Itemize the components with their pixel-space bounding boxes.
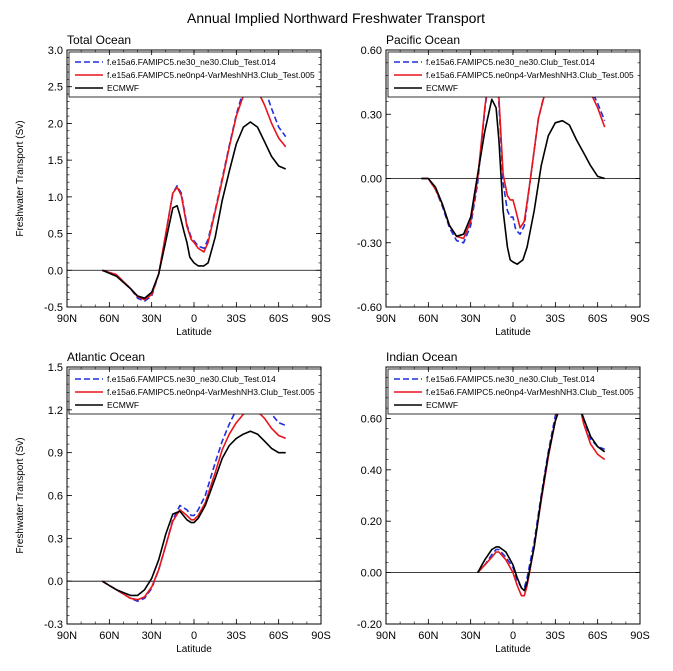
legend-label-2: f.e15a6.FAMIPC5.ne0np4-VarMeshNH3.Club_T… [107,70,315,80]
x-tick-label: 60S [588,313,608,325]
y-tick-label: 0.6 [48,491,63,503]
series-line-1 [102,74,287,302]
legend-label-2: f.e15a6.FAMIPC5.ne0np4-VarMeshNH3.Club_T… [426,70,634,80]
x-tick-label: 30S [227,313,247,325]
y-tick-label: 0.30 [361,109,382,121]
series-line-3 [477,391,606,592]
series-line-2 [101,408,287,601]
chart-panel-1: Total Ocean f.e15a6.FAMIPC5.ne30_ne30.Clu… [15,33,331,338]
x-tick-label: 0 [510,630,516,642]
x-tick-label: 60N [418,313,438,325]
y-tick-label: 0.0 [48,265,63,277]
y-tick-label: 0.60 [361,45,382,57]
x-tick-label: 0 [510,313,516,325]
panel-title: Atlantic Ocean [67,350,145,364]
series-line-2 [102,87,287,301]
x-tick-label: 60S [269,630,289,642]
y-tick-label: 1.5 [48,155,63,167]
y-tick-label: -0.3 [44,619,63,631]
legend-label-1: f.e15a6.FAMIPC5.ne30_ne30.Club_Test.014 [426,374,595,384]
chart-panel-3: Atlantic Ocean f.e15a6.FAMIPC5.ne30_ne30.… [15,350,331,655]
x-tick-label: 90N [376,313,396,325]
x-axis-label: Latitude [495,644,531,655]
figure-title: Annual Implied Northward Freshwater Tran… [187,10,485,26]
panel-title: Indian Ocean [386,350,457,364]
y-tick-label: 0.3 [48,533,63,545]
y-tick-label: 0.40 [361,465,382,477]
x-tick-label: 30N [142,313,162,325]
y-tick-label: -0.5 [44,302,63,314]
y-tick-label: 2.0 [48,118,63,130]
x-tick-label: 60N [99,313,119,325]
y-axis-label: Freshwater Transport (Sv) [15,437,26,553]
panel-title: Total Ocean [67,33,131,47]
x-tick-label: 90N [57,630,77,642]
x-tick-label: 0 [191,313,197,325]
legend-label-1: f.e15a6.FAMIPC5.ne30_ne30.Club_Test.014 [107,57,276,67]
x-axis-label: Latitude [176,327,212,338]
y-tick-label: 2.5 [48,82,63,94]
series-line-1 [101,394,286,603]
x-tick-label: 60S [269,313,289,325]
y-tick-label: 0.20 [361,516,382,528]
panel-title: Pacific Ocean [386,33,460,47]
series-line-3 [101,121,287,300]
legend-box [68,51,322,98]
y-tick-label: -0.60 [357,302,382,314]
x-tick-label: 90S [630,630,650,642]
y-tick-label: 0.00 [361,174,382,186]
y-tick-label: -0.20 [357,619,382,631]
legend-label-3: ECMWF [107,83,139,93]
legend-label-1: f.e15a6.FAMIPC5.ne30_ne30.Club_Test.014 [426,57,595,67]
chart-panel-4: Indian Ocean f.e15a6.FAMIPC5.ne30_ne30.Cl… [357,350,650,655]
series-line-3 [421,98,605,266]
x-tick-label: 90N [376,630,396,642]
y-tick-label: 0.0 [48,576,63,588]
legend-label-3: ECMWF [426,400,458,410]
legend-label-3: ECMWF [107,400,139,410]
x-tick-label: 90S [311,313,331,325]
legend-label-3: ECMWF [426,83,458,93]
y-tick-label: -0.30 [357,238,382,250]
x-tick-label: 60N [99,630,119,642]
x-tick-label: 90S [311,630,331,642]
y-tick-label: 1.0 [48,192,63,204]
series-line-3 [101,430,286,597]
series-group [101,394,287,603]
x-tick-label: 0 [191,630,197,642]
legend-label-2: f.e15a6.FAMIPC5.ne0np4-VarMeshNH3.Club_T… [426,387,634,397]
x-tick-label: 30N [461,630,481,642]
legend-box [387,368,641,415]
chart-panel-2: Pacific Ocean f.e15a6.FAMIPC5.ne30_ne30.C… [357,33,650,338]
x-tick-label: 30S [227,630,247,642]
legend-label-1: f.e15a6.FAMIPC5.ne30_ne30.Club_Test.014 [107,374,276,384]
x-tick-label: 30S [546,630,566,642]
y-tick-label: 0.9 [48,448,63,460]
y-tick-label: 0.00 [361,568,382,580]
x-tick-label: 30N [142,630,162,642]
x-axis-label: Latitude [176,644,212,655]
y-tick-label: 3.0 [48,45,63,57]
x-tick-label: 60S [588,630,608,642]
y-axis-label: Freshwater Transport (Sv) [15,120,26,236]
y-tick-label: 0.60 [361,413,382,425]
x-tick-label: 30N [461,313,481,325]
legend-label-2: f.e15a6.FAMIPC5.ne0np4-VarMeshNH3.Club_T… [107,387,315,397]
x-axis-label: Latitude [495,327,531,338]
y-tick-label: 0.5 [48,229,63,241]
legend-box [68,368,322,415]
x-tick-label: 30S [546,313,566,325]
x-tick-label: 90N [57,313,77,325]
series-group [101,74,287,302]
y-tick-label: 1.5 [48,362,63,374]
series-line-2 [477,384,606,597]
y-tick-label: 1.2 [48,405,63,417]
x-tick-label: 60N [418,630,438,642]
x-tick-label: 90S [630,313,650,325]
